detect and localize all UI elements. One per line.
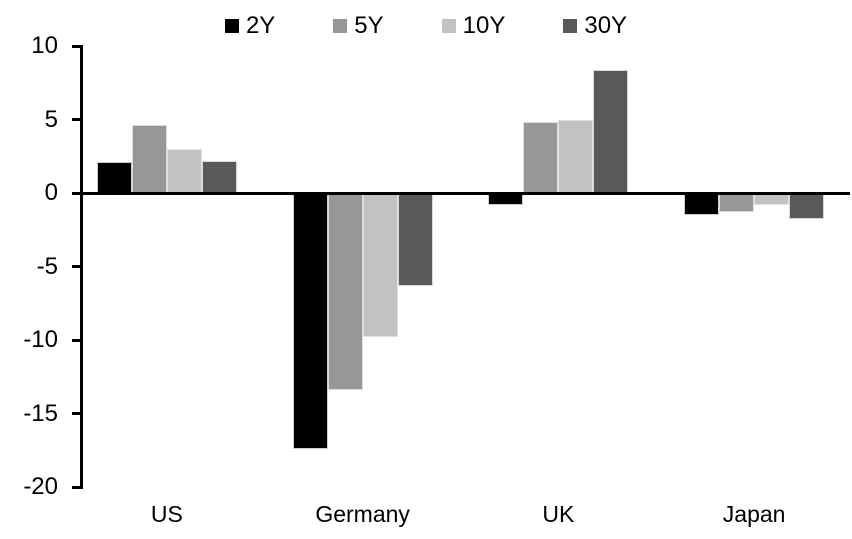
legend-label: 5Y [354, 12, 384, 39]
bar-us-2y [96, 162, 132, 193]
legend-swatch-icon [224, 19, 239, 33]
bar-us-30y [201, 160, 237, 193]
bar-us-5y [131, 125, 167, 193]
bar-uk-2y [488, 193, 524, 205]
x-axis-category-label: US [150, 501, 183, 527]
bar-japan-2y [684, 193, 720, 216]
y-axis-tick [72, 338, 80, 342]
legend-item-2y: 2Y [224, 12, 276, 40]
bar-japan-10y [754, 193, 790, 205]
bar-us-10y [166, 148, 202, 193]
legend-label: 10Y [462, 12, 506, 39]
bar-japan-5y [719, 193, 755, 213]
y-axis-tick [72, 118, 80, 121]
bar-germany-10y [362, 193, 398, 338]
legend-swatch-icon [441, 19, 456, 33]
bar-uk-5y [523, 122, 559, 193]
bar-germany-30y [397, 193, 433, 286]
bar-germany-2y [292, 193, 328, 449]
y-axis-tick [72, 265, 80, 268]
bar-uk-10y [558, 119, 594, 193]
legend: 2Y 5Y 10Y 30Y [0, 12, 852, 40]
bar-germany-5y [327, 193, 363, 390]
legend-item-30y: 30Y [563, 12, 627, 40]
y-axis-tick-label: 5 [44, 105, 58, 133]
y-axis-tick [72, 485, 80, 489]
bar-japan-30y [789, 193, 825, 220]
y-axis-tick [72, 191, 80, 195]
y-axis-line [80, 44, 83, 489]
legend-item-5y: 5Y [333, 12, 384, 40]
y-axis-tick [72, 412, 80, 415]
x-axis-category-label: Germany [315, 501, 410, 527]
y-axis-tick [72, 44, 80, 48]
y-axis-tick-label: 0 [44, 179, 58, 206]
y-axis-tick-label: -10 [23, 326, 58, 353]
y-axis-tick-label: -5 [36, 252, 58, 280]
y-axis-tick-label: -20 [23, 473, 58, 500]
y-axis-tick-label: -15 [23, 399, 58, 427]
bar-uk-30y [593, 69, 629, 193]
legend-swatch-icon [333, 19, 348, 33]
y-axis-tick-label: 10 [31, 32, 58, 59]
legend-label: 30Y [584, 12, 628, 39]
legend-swatch-icon [563, 19, 578, 33]
zero-baseline [80, 191, 850, 195]
x-axis-category-label: Japan [722, 501, 786, 527]
legend-item-10y: 10Y [441, 12, 506, 40]
legend-label: 2Y [245, 12, 276, 39]
x-axis-category-label: UK [542, 501, 575, 527]
